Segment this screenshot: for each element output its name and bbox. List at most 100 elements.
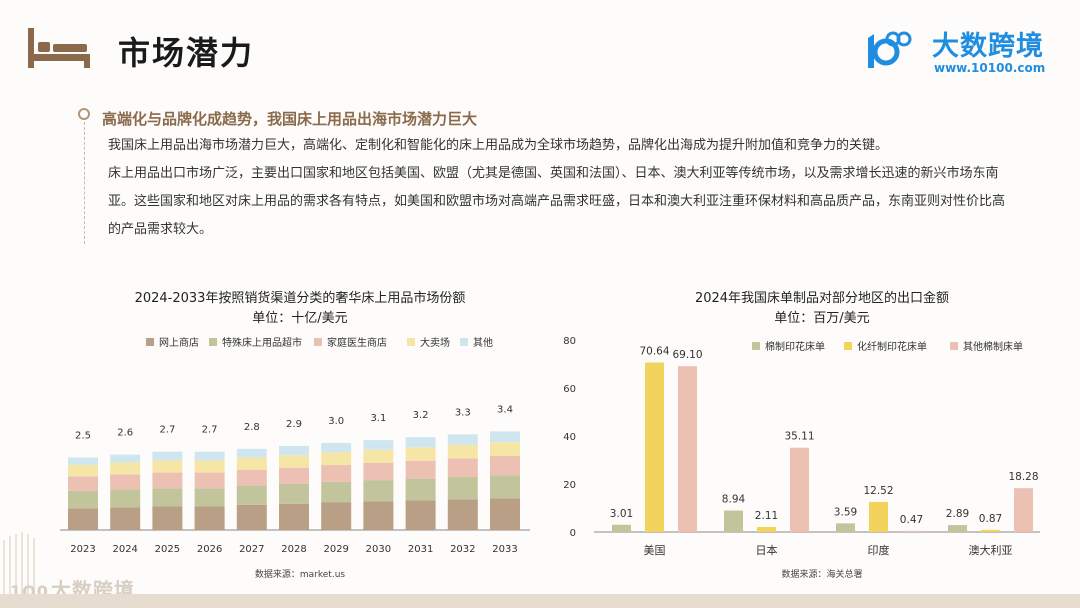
bottom-band [0,594,1080,608]
bar [902,530,921,532]
right-chart-plot: 0 20 40 60 80 3.01 70.64 69.10 美国 8.94 2.11 35.11 日本… [563,336,1040,557]
bar-segment [194,488,225,507]
bar-segment [321,443,352,453]
bar-segment [236,457,267,470]
bullet-line [84,122,86,244]
right-chart-unit: 单位：百万/美元 [774,311,870,326]
x-tick-label: 澳大利亚 [969,543,1013,557]
x-tick-label: 美国 [644,544,666,557]
bar [678,366,697,532]
paragraph-1: 我国床上用品出海市场潜力巨大，高端化、定制化和智能化的床上用品成为全球市场趋势，… [108,138,889,153]
x-tick-label: 2032 [450,544,475,555]
data-label: 2.11 [755,510,778,522]
bar-segment [152,451,183,461]
bar [757,526,776,532]
total-label: 2.9 [286,419,302,430]
x-tick-label: 印度 [868,543,890,557]
legend-item: 其他 [460,334,493,349]
bar-segment [363,449,394,463]
total-label: 3.0 [328,416,344,427]
bar-segment [447,434,478,445]
logo-url: www.10100.com [934,61,1046,75]
total-label: 2.6 [117,428,133,439]
bar-segment [279,503,309,530]
legend-label: 家庭医生商店 [327,338,387,349]
legend-label: 网上商店 [159,338,199,349]
bar-segment [490,456,520,476]
bar-segment [405,447,436,461]
bar-segment [68,508,98,530]
bar-segment [321,481,352,503]
bar-segment [110,474,141,490]
data-label: 8.94 [722,494,746,506]
legend-swatch [146,338,154,346]
bar-segment [110,462,141,475]
bar [790,447,809,532]
data-label: 69.10 [672,349,702,361]
bar [724,510,743,532]
bar-segment [194,506,225,530]
bar-segment [68,464,98,477]
bar-segment [194,472,225,489]
bar-segment [152,472,183,489]
bar-segment [236,448,267,458]
bar-segment [405,460,436,479]
bar-segment [279,483,309,504]
right-chart-source: 数据来源：海关总署 [781,570,863,580]
bar-segment [447,458,478,477]
total-label: 3.1 [370,413,386,424]
data-label: 70.64 [639,345,669,357]
logo-icon [868,31,912,68]
legend-swatch [950,342,958,350]
bar-segment [236,504,267,530]
data-label: 0.87 [979,513,1002,525]
legend-swatch [209,338,217,346]
data-label: 0.47 [900,514,923,526]
bar-segment [279,445,309,456]
bar-segment [405,437,436,448]
bar-segment [321,465,352,482]
legend-item: 家庭医生商店 [314,334,387,349]
total-label: 2.7 [202,425,218,436]
bar-segment [321,452,352,466]
x-tick-label: 2023 [70,544,95,555]
bar [869,501,888,532]
legend-item: 棉制印花床单 [752,338,825,353]
bar-segment [68,476,98,491]
left-chart-plot: 2.5 2023 2.6 2024 2.7 2025 2.7 2026 2.8 2027 2.9 20… [60,404,530,555]
x-tick-label: 2030 [366,544,391,555]
x-tick-label: 2024 [112,544,137,555]
bullet-circle [78,108,90,120]
bar-segment [236,485,267,505]
bar-segment [321,502,352,530]
bed-icon [28,28,90,68]
data-label: 18.28 [1008,471,1038,483]
left-chart-title: 2024-2033年按照销货渠道分类的奢华床上用品市场份额 [134,291,466,306]
y-tick-label: 40 [563,432,576,443]
bar-segment [194,460,225,473]
total-label: 3.2 [413,410,429,421]
bar-segment [194,451,225,461]
legend-item: 化纤制印花床单 [844,338,927,353]
logo-name: 大数跨境 [932,31,1044,62]
bar-segment [363,501,394,530]
y-tick-label: 20 [563,480,576,491]
legend-item: 网上商店 [146,334,199,349]
section-heading: 高端化与品牌化成趋势，我国床上用品出海市场潜力巨大 [102,110,478,128]
legend-swatch [314,338,322,346]
x-tick-label: 2027 [239,544,264,555]
legend-label: 大卖场 [420,338,450,349]
legend-label: 其他棉制床单 [963,342,1023,353]
bar-segment [447,499,478,530]
legend-swatch [844,342,852,350]
bar-segment [490,498,520,530]
bar-segment [110,489,141,508]
bar-segment [68,457,98,465]
bar-segment [405,478,436,501]
legend-swatch [460,338,468,346]
data-label: 12.52 [863,485,893,497]
bar-segment [68,490,98,509]
bar [981,529,1000,532]
bar [645,362,664,532]
total-label: 2.8 [244,422,260,433]
